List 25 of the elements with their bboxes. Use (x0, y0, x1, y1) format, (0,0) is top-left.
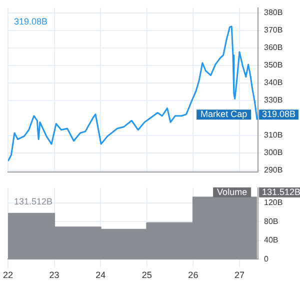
y-tick-label: 80B (264, 216, 278, 226)
y-tick-label: 340B (264, 78, 283, 88)
series-label: Market Cap (200, 109, 248, 120)
annotation: 131.512B (262, 186, 300, 197)
x-tick-label: 24 (96, 270, 106, 280)
x-tick-label: 25 (142, 270, 152, 280)
y-tick-label: 350B (264, 60, 283, 70)
x-tick-label: 27 (234, 270, 244, 280)
annotation: 319.08B (262, 109, 296, 120)
y-tick-label: 370B (264, 26, 283, 35)
x-tick-label: 23 (49, 270, 60, 280)
annotation: 131.512B (14, 196, 53, 206)
y-tick-label: 40B (264, 236, 278, 245)
y-tick-label: 120B (264, 198, 283, 208)
annotation: 319.08B (14, 16, 48, 26)
series-label: Volume (217, 186, 248, 197)
y-tick-label: 290B (264, 166, 283, 175)
y-tick-label: 330B (264, 96, 283, 105)
y-tick-label: 300B (264, 148, 283, 158)
y-tick-label: 380B (264, 8, 283, 18)
x-tick-label: 22 (3, 270, 14, 280)
y-tick-label: 360B (264, 43, 283, 52)
y-tick-label: 310B (264, 130, 283, 140)
x-tick-label: 26 (188, 270, 198, 280)
y-tick-label: 0 (264, 254, 269, 264)
